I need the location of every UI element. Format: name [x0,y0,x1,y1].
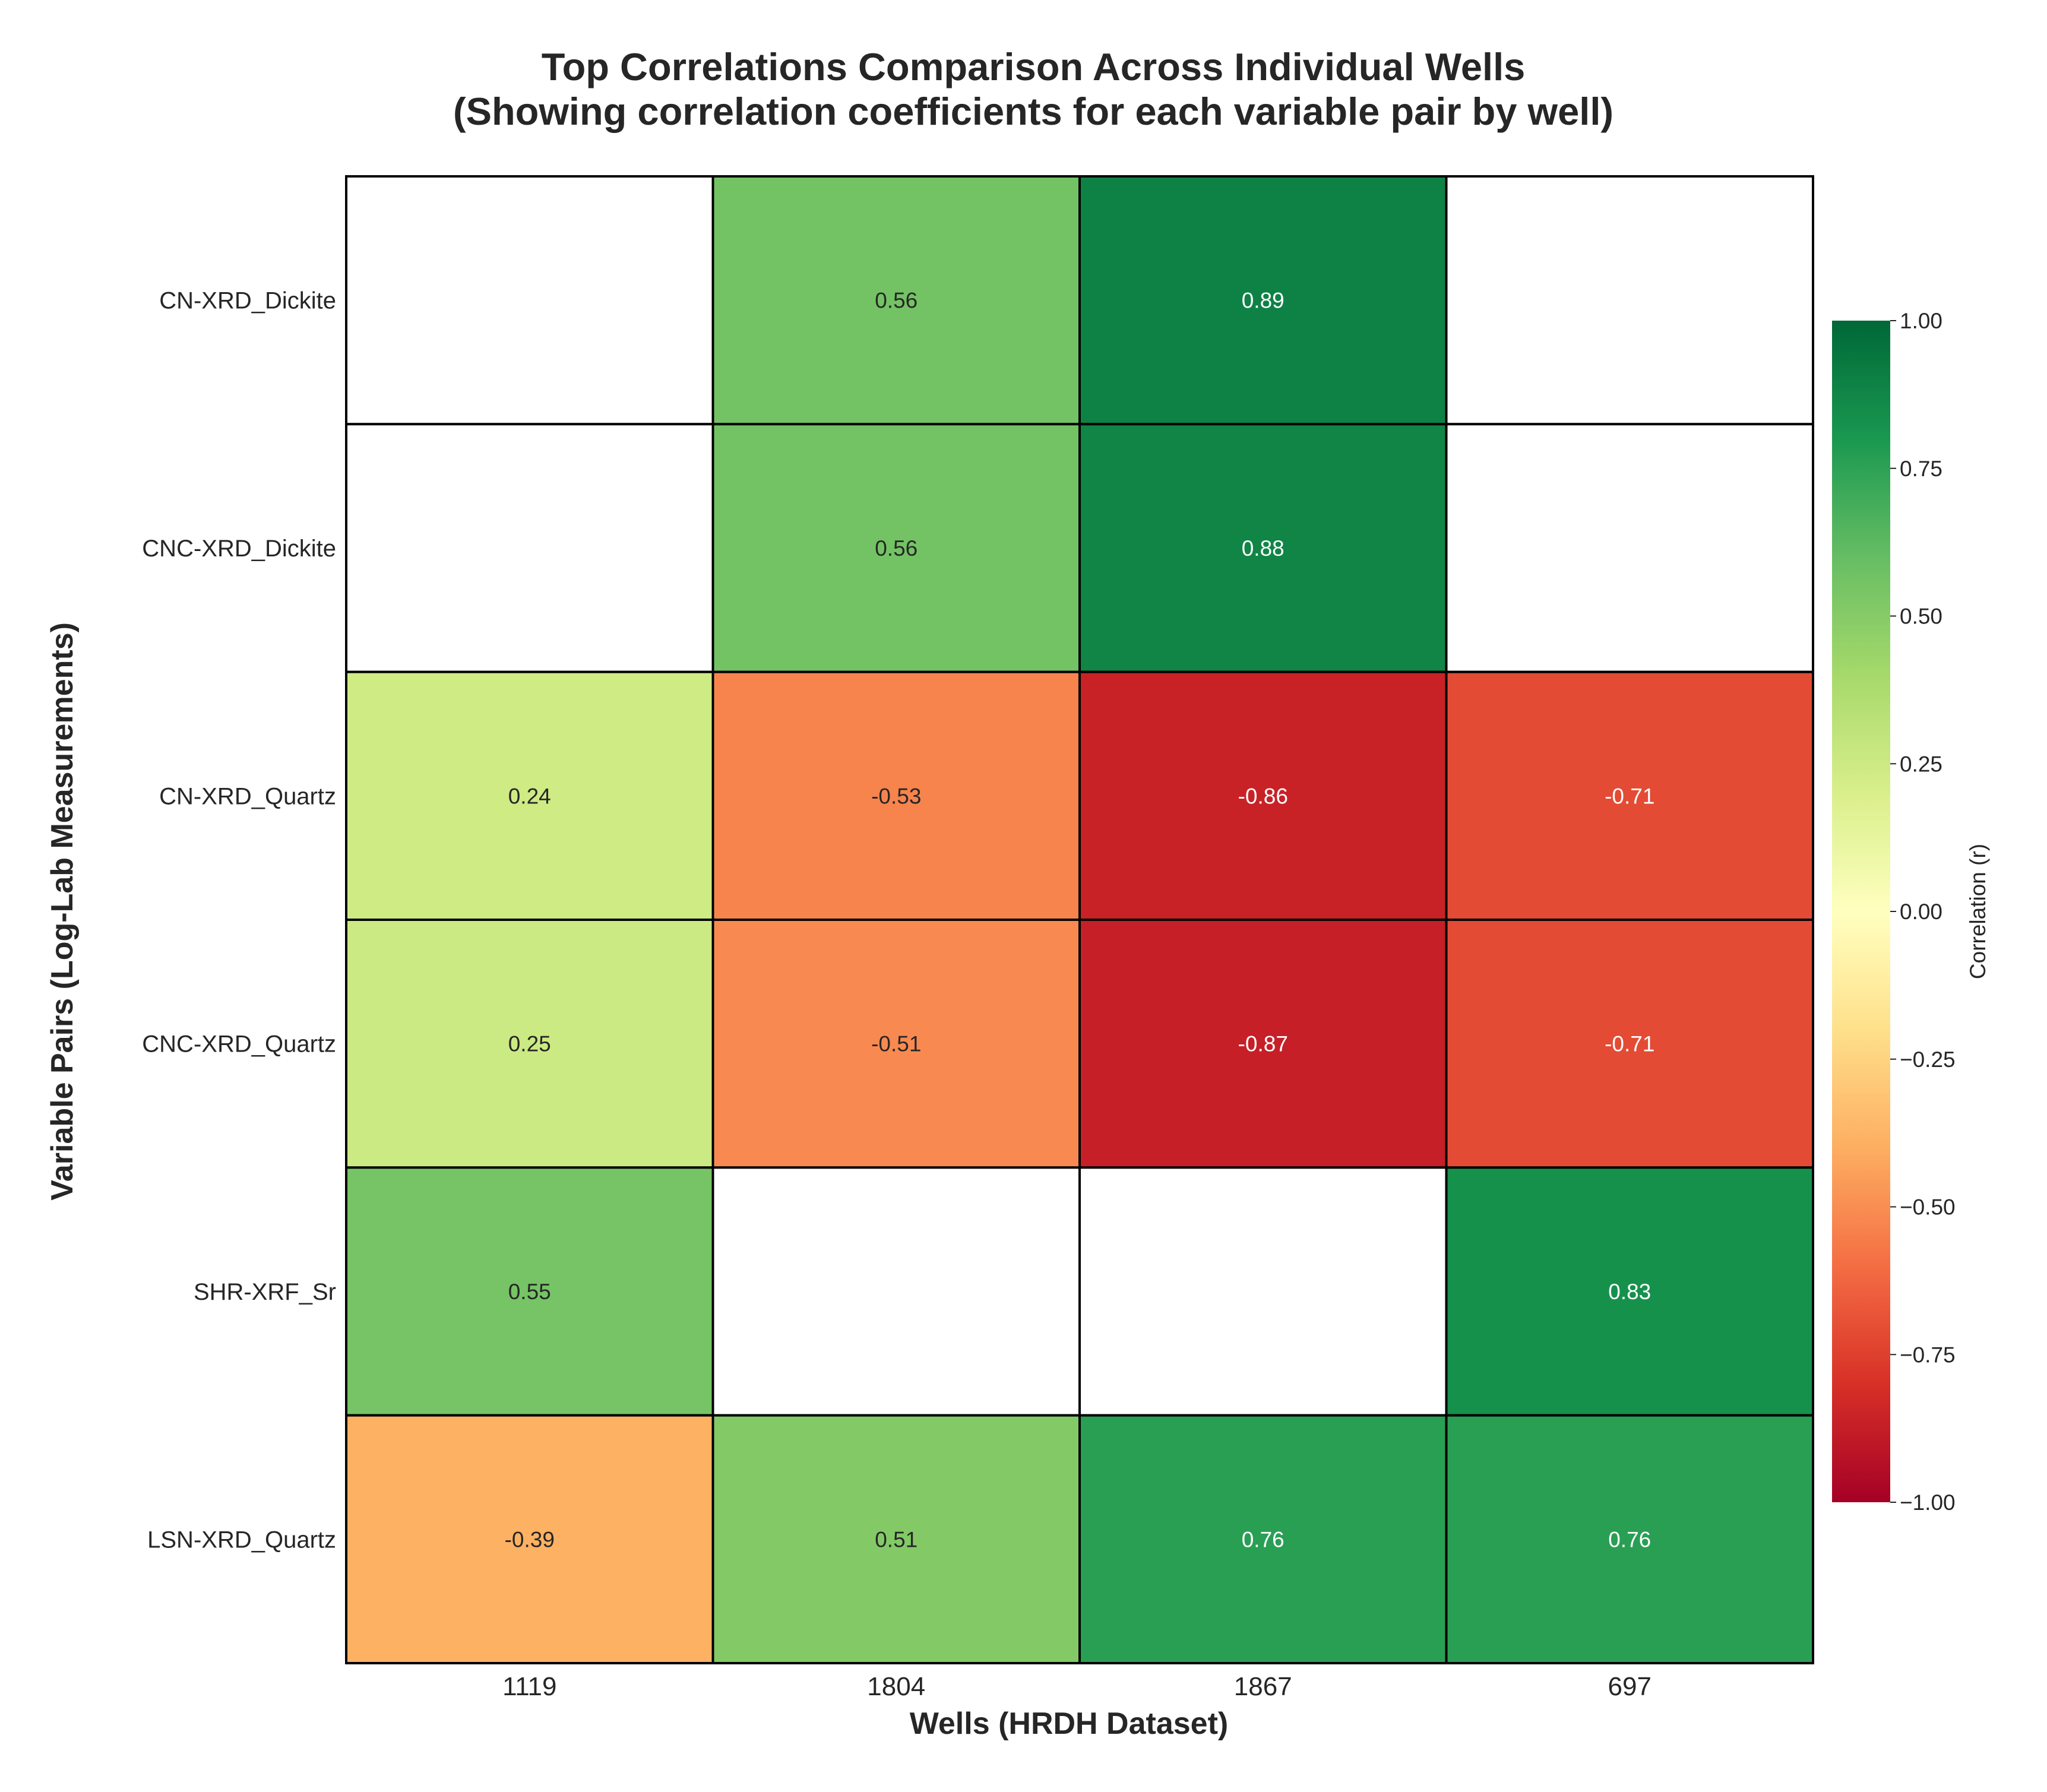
colorbar-tick-label: 1.00 [1900,309,1942,333]
cell-value-label: 0.55 [508,1280,551,1304]
column-labels: 1119 1804 1867 697 [502,1672,1651,1701]
cell-value-label: 0.83 [1608,1280,1651,1304]
heatmap-cells: 0.56 0.89 0.56 0.88 0.24 -0.53 -0.86 -0.71 0.25 -… [345,175,1814,1665]
column-label: 697 [1608,1672,1651,1701]
colorbar-tick-label: 0.00 [1900,900,1942,924]
colorbar-tick-label: 0.25 [1900,752,1942,776]
row-label: CNC-XRD_Quartz [142,1031,336,1058]
cell-value-label: -0.71 [1605,784,1654,808]
heatmap-cell [1445,1414,1814,1665]
heatmap-cell [1078,423,1448,673]
row-labels: CN-XRD_Dickite CNC-XRD_Dickite CN-XRD_Quar… [142,288,336,1553]
heatmap-cell [711,423,1081,673]
cell-value-label: 0.88 [1242,536,1284,561]
cell-value-label: 0.24 [508,784,551,808]
cell-value-label: 0.56 [875,289,917,313]
heatmap-cell [1445,919,1814,1169]
colorbar-tick-label: −1.00 [1900,1490,1956,1515]
heatmap-cell [1445,1166,1814,1417]
chart-title: Top Correlations Comparison Across Indiv… [542,45,1526,88]
heatmap-cell [345,1414,714,1665]
chart-subtitle: (Showing correlation coefficients for ea… [453,90,1613,133]
heatmap-cell [711,919,1081,1169]
row-label: CNC-XRD_Dickite [142,536,336,562]
column-label: 1867 [1234,1672,1292,1701]
cell-value-label: 0.76 [1242,1527,1284,1552]
cell-value-label: -0.53 [871,784,921,808]
colorbar [1832,321,1890,1502]
cell-value-label: -0.87 [1238,1032,1288,1056]
row-label: SHR-XRF_Sr [194,1279,336,1305]
heatmap-cell [1078,1166,1448,1417]
heatmap-cell [345,1166,714,1417]
heatmap-cell [345,175,714,426]
column-label: 1804 [867,1672,925,1701]
cell-value-label: 0.76 [1608,1527,1651,1552]
heatmap-cell [711,1414,1081,1665]
colorbar-tick-label: −0.25 [1900,1047,1956,1072]
heatmap-border [345,175,1814,1664]
colorbar-tick-label: 0.75 [1900,457,1942,481]
colorbar-tick-label: −0.75 [1900,1343,1956,1367]
cell-value-label: 0.51 [875,1527,917,1552]
heatmap-cell [1445,670,1814,921]
heatmap-cell [711,175,1081,426]
cell-value-label: -0.39 [505,1527,555,1552]
heatmap-cell [1445,423,1814,673]
heatmap-cell [1078,670,1448,921]
colorbar-label: Correlation (r) [1966,844,1990,979]
cell-value-label: 0.25 [508,1032,551,1056]
cell-value-label: -0.51 [871,1032,921,1056]
heatmap-cell [345,423,714,673]
row-label: CN-XRD_Dickite [159,288,336,314]
heatmap-cell [711,1166,1081,1417]
x-axis-title: Wells (HRDH Dataset) [910,1706,1228,1741]
colorbar-tick-label: −0.50 [1900,1195,1956,1220]
cell-value-label: -0.86 [1238,784,1288,808]
cell-value-label: 0.89 [1242,289,1284,313]
row-label: LSN-XRD_Quartz [147,1527,336,1553]
cell-value-label: -0.71 [1605,1032,1654,1056]
row-label: CN-XRD_Quartz [159,783,336,809]
heatmap-cell [1078,1414,1448,1665]
colorbar-tick-label: 0.50 [1900,604,1942,629]
column-label: 1119 [502,1672,556,1701]
heatmap-cell [1445,175,1814,426]
colorbar-ticks: 1.00 0.75 0.50 0.25 0.00 −0.25 −0.50 −0.75 −1.00 [1890,309,1956,1515]
y-axis-title: Variable Pairs (Log-Lab Measurements) [45,622,80,1201]
cell-value-label: 0.56 [875,536,917,561]
